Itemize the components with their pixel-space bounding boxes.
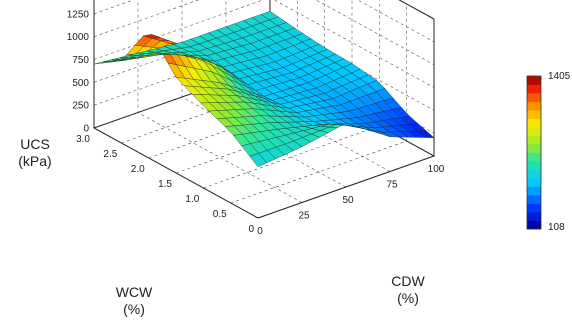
colorbar-segment-4 xyxy=(527,186,541,196)
colorbar-segment-5 xyxy=(527,178,541,187)
y-tick-label-1: 25 xyxy=(298,211,310,222)
colorbar-segment-0 xyxy=(527,220,541,230)
y-tick-label-2: 50 xyxy=(342,195,354,206)
colorbar-segment-14 xyxy=(527,101,541,111)
y-axis-title-line2: (%) xyxy=(397,290,419,306)
surface-cell-19-19 xyxy=(260,11,279,21)
z-tick-label-0: 0 xyxy=(83,124,89,135)
z-tick-label-4: 1000 xyxy=(67,32,90,43)
y-tick-label-3: 75 xyxy=(386,180,398,191)
colorbar-segment-12 xyxy=(527,118,541,128)
x-tick-label-4: 2.0 xyxy=(131,164,145,175)
surface-plot xyxy=(93,11,435,168)
x-tick-label-2: 1.0 xyxy=(185,194,199,205)
colorbar-segment-1 xyxy=(527,212,541,221)
surface-cell-19-0 xyxy=(93,61,112,65)
y-tick-label-0: 0 xyxy=(257,226,263,237)
colorbar xyxy=(526,75,542,230)
colorbar-segment-13 xyxy=(527,110,541,119)
colorbar-segment-11 xyxy=(527,127,541,136)
colorbar-max-label: 1405 xyxy=(548,71,571,82)
colorbar-segment-6 xyxy=(527,169,541,179)
colorbar-segment-7 xyxy=(527,161,541,170)
x-tick-label-5: 2.5 xyxy=(103,149,117,160)
colorbar-segment-2 xyxy=(527,203,541,213)
colorbar-min-label: 108 xyxy=(548,222,565,233)
colorbar-segment-9 xyxy=(527,144,541,153)
grid-line-z-4 xyxy=(93,0,435,65)
axis-tick-labels: 025050075010001250150000.51.01.52.02.53.… xyxy=(67,9,445,237)
z-tick-label-1: 250 xyxy=(72,101,89,112)
x-tick-label-6: 3.0 xyxy=(76,134,90,145)
colorbar-segment-16 xyxy=(527,84,541,94)
z-tick-label-3: 750 xyxy=(72,55,89,66)
colorbar-frame xyxy=(526,75,542,230)
x-tick-label-0: 0 xyxy=(248,224,254,235)
x-tick-label-1: 0.5 xyxy=(213,209,227,220)
x-tick-label-3: 1.5 xyxy=(158,179,172,190)
z-tick-label-2: 500 xyxy=(72,78,89,89)
colorbar-segment-15 xyxy=(527,93,541,102)
x-axis-title-line2: (%) xyxy=(123,301,145,317)
colorbar-segment-3 xyxy=(527,195,541,204)
z-axis-title-line2: (kPa) xyxy=(18,153,51,169)
z-tick-label-5: 1250 xyxy=(67,9,90,20)
z-axis-title-line1: UCS xyxy=(20,136,50,152)
colorbar-segment-17 xyxy=(527,76,541,85)
y-tick-label-4: 100 xyxy=(428,164,445,175)
colorbar-segment-8 xyxy=(527,152,541,162)
y-axis-title-line1: CDW xyxy=(391,273,425,289)
x-axis-title-line1: WCW xyxy=(116,284,153,300)
colorbar-segment-10 xyxy=(527,135,541,145)
